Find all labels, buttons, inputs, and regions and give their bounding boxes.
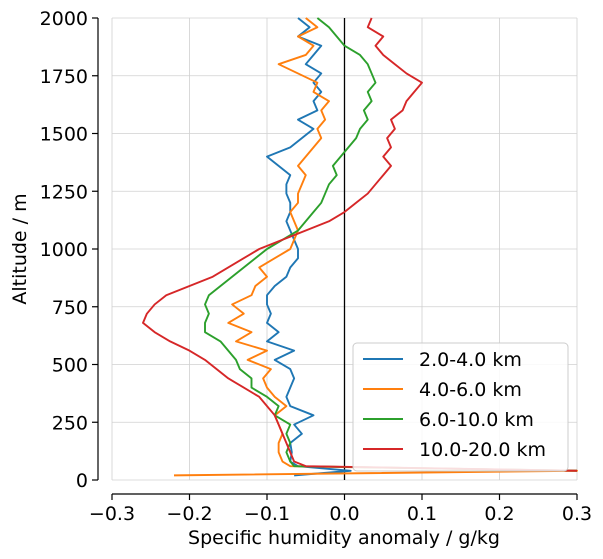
x-tick-label: 0.1 — [407, 503, 437, 525]
x-tick-label: −0.2 — [166, 503, 212, 525]
x-tick-label: 0.0 — [329, 503, 359, 525]
series-line-2 — [204, 17, 578, 472]
y-tick-label: 250 — [52, 412, 88, 434]
series-line-0 — [266, 17, 352, 477]
legend-label-0: 2.0-4.0 km — [419, 349, 522, 371]
x-tick-label: 0.2 — [484, 503, 514, 525]
x-axis-label: Specific humidity anomaly / g/kg — [188, 527, 500, 549]
x-tick-label: 0.3 — [562, 503, 592, 525]
y-tick-label: 2000 — [40, 8, 88, 30]
y-tick-label: 1000 — [40, 239, 88, 261]
y-tick-label: 750 — [52, 297, 88, 319]
y-tick-label: 1500 — [40, 124, 88, 146]
legend-label-1: 4.0-6.0 km — [419, 379, 522, 401]
y-tick-label: 500 — [52, 355, 88, 377]
x-tick-label: −0.1 — [244, 503, 290, 525]
series-line-3 — [142, 17, 578, 472]
series-line-1 — [173, 17, 578, 477]
legend-label-3: 10.0-20.0 km — [419, 439, 546, 461]
legend: 2.0-4.0 km 4.0-6.0 km 6.0-10.0 km 10.0-20.0… — [352, 342, 569, 472]
ticks-layer: −0.3 −0.2 −0.1 0.0 0.1 0.2 0.3 0 250 500 750 1000 12… — [40, 8, 592, 525]
y-tick-label: 1250 — [40, 181, 88, 203]
x-tick-label: −0.3 — [89, 503, 135, 525]
series-layer — [142, 17, 578, 477]
legend-label-2: 6.0-10.0 km — [419, 409, 534, 431]
legend-box — [352, 342, 569, 472]
y-tick-label: 0 — [76, 470, 88, 492]
y-tick-label: 1750 — [40, 66, 88, 88]
y-axis-label: Altitude / m — [9, 193, 31, 304]
